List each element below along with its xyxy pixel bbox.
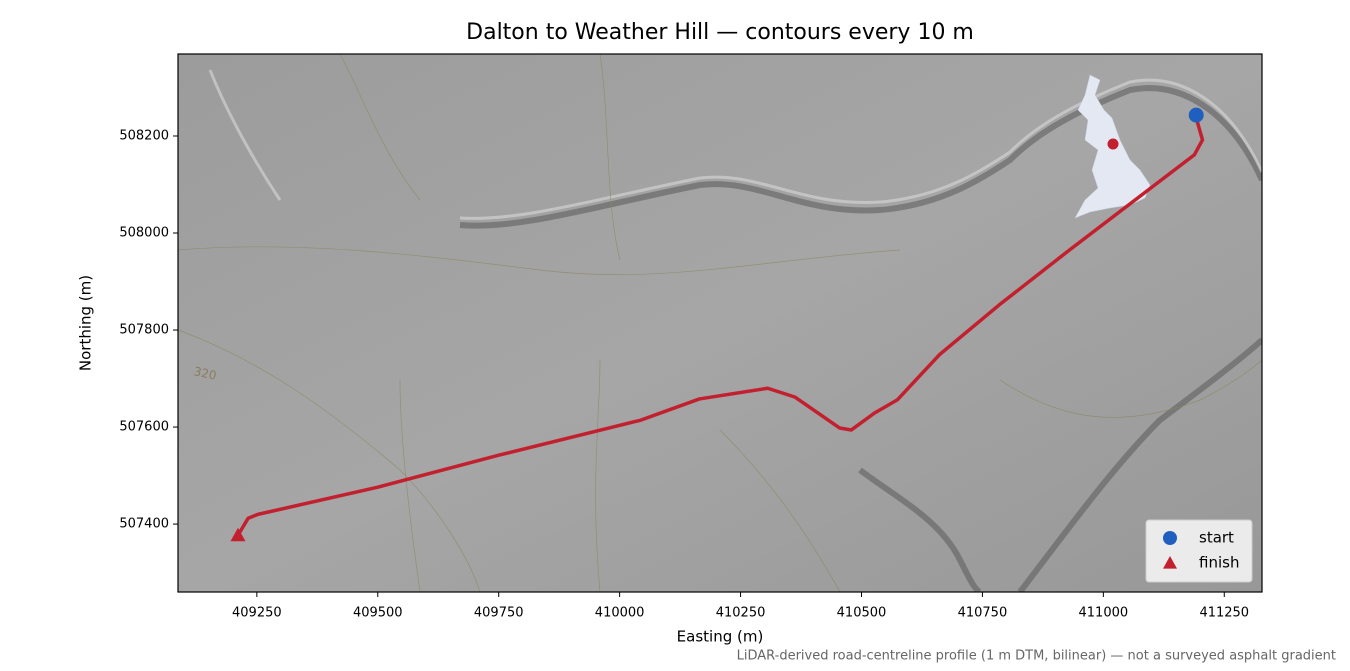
plot-frame	[177, 53, 1263, 593]
x-tick-label: 409250	[232, 606, 282, 621]
y-tick-label: 507800	[119, 323, 169, 338]
x-tick-label: 410000	[595, 606, 645, 621]
x-tick-label: 410750	[958, 606, 1008, 621]
contour	[178, 329, 481, 592]
route-line	[236, 117, 1205, 537]
y-tick-label: 507600	[119, 420, 169, 435]
y-tick-label: 508200	[119, 128, 169, 143]
chart-title: Dalton to Weather Hill — contours every …	[466, 20, 974, 45]
hillshade	[178, 54, 1262, 592]
contour	[339, 54, 421, 201]
contour	[719, 429, 841, 592]
legend-label: start	[1199, 529, 1234, 547]
y-axis-label: Northing (m)	[77, 275, 95, 371]
legend-marker	[1163, 531, 1177, 545]
x-axis-label: Easting (m)	[677, 628, 764, 646]
y-tick-label: 507400	[119, 517, 169, 532]
ridge	[459, 78, 1262, 220]
footnote: LiDAR-derived road-centreline profile (1…	[737, 649, 1336, 664]
legend-label: finish	[1199, 554, 1239, 572]
contour-label: 320	[192, 364, 217, 382]
ridge	[858, 467, 982, 592]
x-tick-label: 410250	[716, 606, 766, 621]
x-tick-label: 409750	[474, 606, 524, 621]
contour	[399, 379, 421, 592]
marks-layer: 320 start finish	[192, 107, 1253, 583]
point-marker	[230, 527, 246, 542]
x-tick-label: 411000	[1079, 606, 1129, 621]
ridge	[1017, 337, 1262, 592]
legend-marker	[1163, 556, 1177, 569]
terrain	[178, 54, 1262, 592]
y-tick-label: 508000	[119, 226, 169, 241]
ridge	[459, 85, 1262, 229]
contour	[595, 359, 601, 592]
point-marker	[1188, 107, 1204, 123]
inset-location-marker	[1107, 138, 1119, 150]
x-tick-label: 410500	[837, 606, 887, 621]
x-tick-label: 409500	[353, 606, 403, 621]
x-tick-label: 411250	[1199, 606, 1249, 621]
contour	[178, 246, 901, 275]
ridge	[208, 69, 282, 201]
contour	[999, 359, 1262, 418]
contour	[599, 54, 621, 261]
